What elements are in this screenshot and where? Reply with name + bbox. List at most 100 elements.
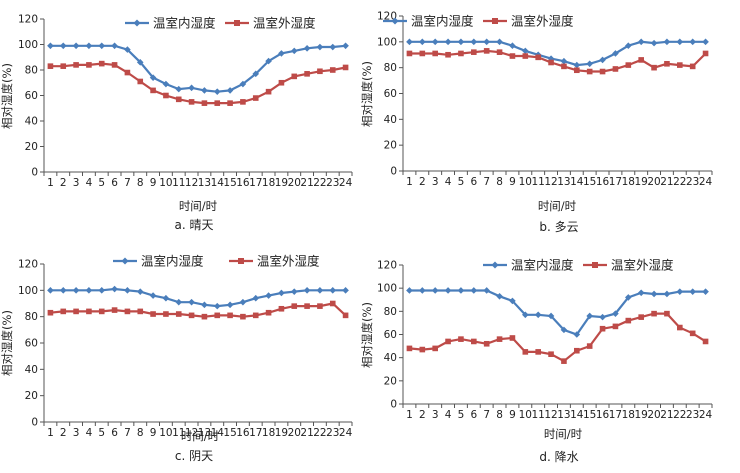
legend-label-outside: 温室外湿度 [257,254,320,269]
outside-humidity-point [561,358,567,364]
x-tick-label: 1 [406,409,413,421]
x-tick-label: 11 [172,427,185,439]
outside-humidity-point [124,308,131,315]
chart-legend: 温室内湿度 温室外湿度 [113,254,320,269]
x-tick-label: 5 [98,177,105,189]
outside-humidity-point [625,62,632,68]
x-tick-label: 10 [159,427,172,439]
inside-humidity-point [470,38,478,46]
inside-humidity-point [650,39,658,47]
inside-humidity-point [599,56,606,64]
inside-humidity-point [612,50,619,57]
inside-humidity-point [59,287,67,294]
chart-legend: 温室内湿度 温室外湿度 [383,14,574,29]
inside-humidity-point [226,87,234,94]
inside-humidity-line [50,287,346,308]
x-tick-label: 24 [699,176,713,188]
inside-humidity-point [573,331,581,338]
x-tick-label: 18 [622,176,635,188]
outside-humidity-point [522,53,529,59]
outside-humidity-point [137,78,144,85]
outside-humidity-point [509,335,516,341]
outside-humidity-point [677,324,683,331]
x-tick-label: 9 [150,427,157,439]
x-tick-label: 18 [262,427,275,439]
outside-humidity-point [638,314,644,320]
x-tick-label: 19 [275,177,288,189]
outside-humidity-point [496,49,503,55]
inside-humidity-point [124,46,131,53]
x-tick-label: 17 [249,177,262,189]
x-tick-label: 8 [137,177,144,189]
inside-humidity-point [637,289,645,297]
outside-humidity-point [509,53,516,59]
inside-humidity-point [431,38,439,46]
outside-humidity-point [561,63,567,70]
outside-humidity-point [548,59,554,66]
outside-humidity-point [677,62,683,68]
x-tick-label: 15 [583,176,596,188]
inside-humidity-point [265,292,272,299]
y-tick-label: 40 [25,116,38,128]
x-tick-label: 19 [635,409,648,421]
legend-marker [391,17,399,25]
x-tick-label: 15 [223,177,236,189]
legend-marker [133,19,141,27]
outside-humidity-point [702,50,709,57]
outside-humidity-point [175,96,182,103]
outside-humidity-point [638,57,644,63]
x-tick-label: 3 [73,427,80,439]
y-axis-title: 相对湿度(%) [360,302,374,368]
y-tick-label: 100 [377,283,397,295]
y-tick-label: 120 [18,14,38,26]
x-tick-label: 20 [647,409,660,421]
outside-humidity-point [111,62,118,68]
outside-humidity-point [317,68,323,75]
inside-humidity-point [162,294,170,302]
inside-humidity-point [188,84,195,92]
inside-humidity-point [547,55,555,62]
x-tick-label: 10 [519,409,532,421]
outside-humidity-line [50,62,346,105]
outside-humidity-point [612,323,619,330]
inside-humidity-point [650,290,658,298]
outside-humidity-point [445,338,451,345]
outside-humidity-point [214,312,221,319]
y-tick-label: 0 [390,166,397,178]
y-tick-label: 40 [25,364,38,376]
outside-humidity-point [317,303,323,309]
inside-humidity-point [483,287,490,294]
x-tick-label: 4 [445,409,452,421]
outside-humidity-point [689,330,696,337]
x-tick-label: 14 [570,176,584,188]
inside-humidity-point [303,45,311,52]
inside-humidity-point [457,38,465,46]
outside-humidity-point [265,309,272,316]
inside-humidity-point [689,288,696,295]
inside-humidity-point [47,42,54,50]
x-axis-title: 时间/时 [179,199,218,213]
y-tick-label: 0 [390,399,397,411]
outside-humidity-point [651,64,657,71]
inside-humidity-point [252,294,260,302]
outside-humidity-point [163,311,169,317]
outside-humidity-point [150,87,156,94]
x-tick-label: 16 [596,409,610,421]
x-tick-label: 13 [557,409,570,421]
x-tick-label: 1 [47,427,54,439]
x-tick-label: 13 [198,427,211,439]
x-tick-label: 11 [532,409,545,421]
inside-humidity-point [175,85,183,93]
outside-humidity-point [471,338,477,345]
x-tick-label: 9 [150,177,157,189]
inside-humidity-point [124,287,131,294]
inside-humidity-point [72,287,80,294]
x-tick-label: 7 [124,427,131,439]
x-tick-label: 4 [86,427,93,439]
y-tick-label: 60 [384,329,397,341]
outside-humidity-point [73,62,79,68]
outside-humidity-point [240,99,246,105]
x-tick-label: 6 [111,427,118,439]
